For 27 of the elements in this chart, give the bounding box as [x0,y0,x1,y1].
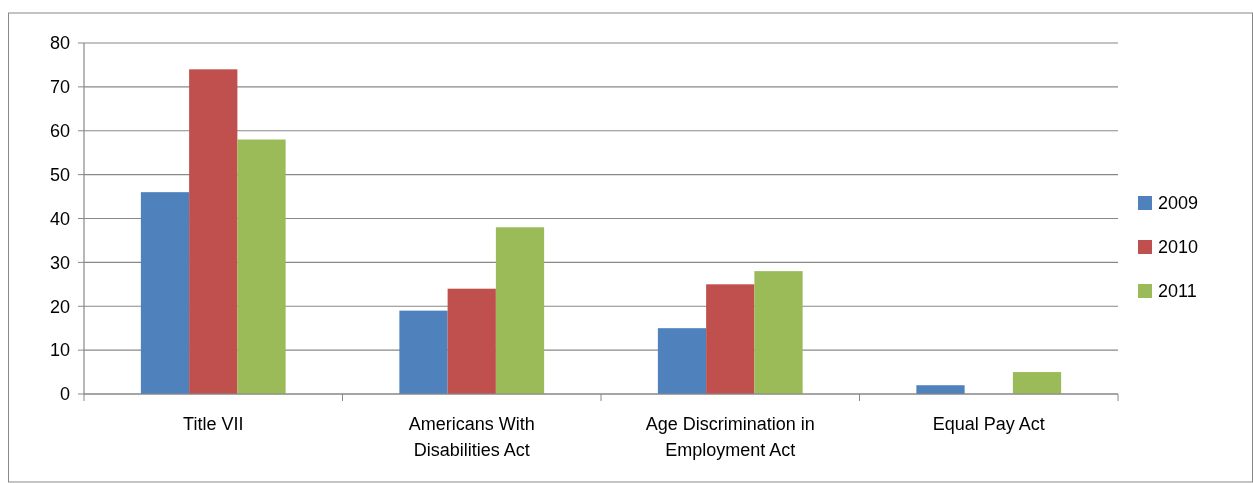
y-tick-label: 20 [49,296,70,317]
y-tick-label: 70 [49,77,70,98]
legend-label: 2011 [1158,281,1197,302]
bar [189,69,238,394]
y-tick-label: 10 [49,340,70,361]
legend-label: 2009 [1158,193,1199,214]
x-tick-label: Title VII [183,414,244,434]
bar [754,271,803,394]
y-tick-label: 80 [49,33,70,54]
x-tick-label: Americans With Disabilities Act [408,414,535,460]
y-tick-label: 0 [59,384,70,405]
y-tick-label: 50 [49,164,70,185]
legend-label: 2010 [1158,237,1199,258]
x-tick-label: Equal Pay Act [932,414,1045,434]
bar [140,192,190,394]
bar [495,227,545,394]
bar [1012,372,1062,394]
bar [706,284,755,394]
bar [916,385,965,394]
y-tick-label: 30 [49,252,70,273]
bar [237,139,286,394]
x-tick-label: Age Discrimination in Employment Act [645,414,815,460]
y-tick-label: 40 [49,208,70,229]
y-tick-label: 60 [49,121,70,142]
bar [447,288,496,394]
bar [399,310,448,394]
bar [657,328,707,394]
